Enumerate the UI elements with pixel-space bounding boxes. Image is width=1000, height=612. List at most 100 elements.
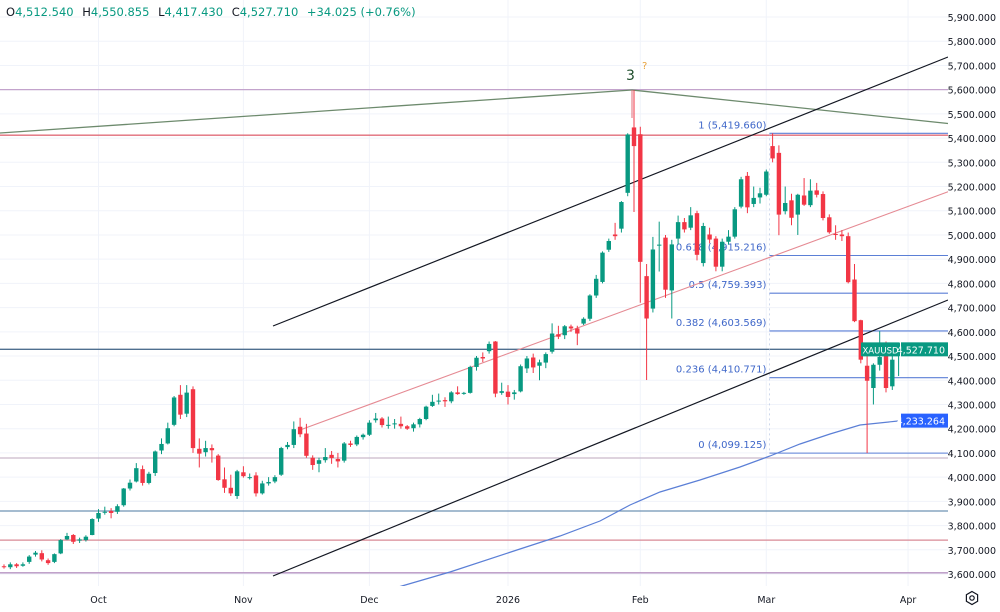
- candle-body: [757, 193, 763, 198]
- price-tick-label: 3,700.000: [948, 546, 996, 557]
- price-tick-label: 4,300.000: [948, 400, 996, 411]
- candle: [90, 518, 95, 536]
- candle: [493, 341, 498, 398]
- candle-body: [442, 400, 448, 402]
- candle-body: [171, 397, 177, 425]
- candle-body: [726, 236, 731, 242]
- candle-body: [291, 429, 296, 445]
- candle-body: [720, 241, 725, 267]
- candle: [14, 563, 19, 568]
- candle-body: [134, 468, 139, 482]
- candle-body: [39, 553, 44, 560]
- candle-body: [209, 448, 215, 451]
- change-value: +34.025 (+0.76%): [306, 5, 416, 19]
- candle: [52, 553, 57, 564]
- candle-body: [631, 127, 637, 147]
- gear-icon[interactable]: [964, 590, 980, 606]
- candle: [846, 232, 851, 284]
- candle: [455, 386, 460, 395]
- candle-body: [587, 295, 593, 319]
- candle-body: [871, 364, 876, 389]
- fib-level-label: 0.382 (4,603.569): [676, 318, 767, 329]
- last-price-value: 4,527.710: [897, 345, 945, 356]
- candle: [39, 550, 44, 562]
- candle: [253, 472, 259, 497]
- candle: [631, 90, 637, 212]
- candle-body: [71, 535, 76, 542]
- candle-body: [121, 488, 126, 506]
- candle: [594, 274, 599, 298]
- price-tick-label: 4,400.000: [948, 376, 996, 387]
- candle-body: [890, 359, 895, 387]
- candle: [549, 323, 555, 354]
- candle-body: [379, 418, 385, 426]
- candle-body: [776, 152, 782, 215]
- candle-body: [373, 418, 378, 421]
- candle-body: [83, 536, 89, 541]
- candle: [568, 324, 574, 332]
- candle: [197, 438, 202, 468]
- time-tick-label: Oct: [90, 595, 107, 606]
- candle: [871, 363, 876, 405]
- candle-body: [877, 357, 882, 365]
- candle: [461, 391, 467, 395]
- candle-body: [241, 472, 246, 477]
- candle-body: [820, 194, 826, 219]
- candle-body: [814, 190, 819, 195]
- candle: [228, 474, 233, 497]
- candle-body: [335, 458, 341, 462]
- time-tick-label: Apr: [900, 595, 917, 606]
- candle-body: [266, 481, 271, 484]
- candle-body: [33, 552, 38, 555]
- candle: [423, 405, 429, 421]
- candle-body: [354, 436, 359, 445]
- candle-body: [323, 457, 328, 461]
- candle-body: [342, 443, 347, 461]
- candle: [663, 234, 668, 298]
- candle: [442, 397, 448, 407]
- candle: [562, 325, 567, 340]
- candle-body: [883, 353, 889, 389]
- candle-body: [505, 391, 511, 397]
- candle-body: [864, 365, 870, 381]
- candle: [386, 416, 391, 429]
- candle: [827, 214, 832, 234]
- candle-body: [216, 455, 221, 481]
- low-label: L: [158, 5, 165, 19]
- candle: [449, 391, 454, 404]
- candle: [474, 356, 479, 371]
- candle: [209, 444, 215, 463]
- candle: [329, 450, 334, 464]
- candle-body: [594, 278, 599, 296]
- candle: [808, 179, 813, 208]
- candle-body: [461, 392, 467, 394]
- candle: [216, 454, 221, 481]
- candle: [650, 236, 656, 313]
- candle: [71, 534, 76, 544]
- last-price-badge: [901, 342, 948, 357]
- candle-body: [279, 448, 284, 475]
- price-tick-label: 4,600.000: [948, 328, 996, 339]
- candle: [178, 385, 183, 420]
- candle: [738, 176, 744, 209]
- candle: [606, 238, 611, 252]
- candle-body: [783, 202, 788, 212]
- fib-level-label: 0.236 (4,410.771): [676, 365, 767, 376]
- candle-body: [285, 444, 290, 448]
- candle-body: [600, 252, 605, 282]
- candle-body: [468, 366, 473, 393]
- candle-body: [348, 443, 353, 445]
- candle-body: [644, 276, 649, 319]
- candle-body: [738, 179, 744, 207]
- candle: [285, 442, 290, 450]
- candle: [360, 433, 366, 440]
- candle-body: [310, 457, 315, 466]
- candle: [682, 218, 687, 233]
- candle: [701, 222, 706, 267]
- candle: [241, 466, 246, 478]
- candle: [531, 353, 536, 373]
- candle-body: [619, 202, 624, 229]
- candle: [644, 264, 649, 381]
- candle-body: [858, 320, 863, 360]
